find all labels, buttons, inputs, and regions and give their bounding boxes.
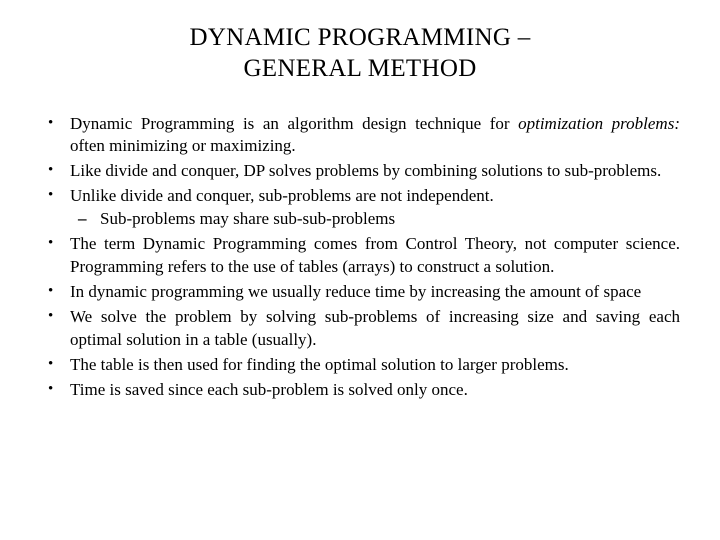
bullet-item: Dynamic Programming is an algorithm desi… — [40, 113, 680, 159]
bullet-list: Dynamic Programming is an algorithm desi… — [40, 113, 680, 402]
sub-bullet-list: Sub-problems may share sub-sub-problems — [70, 208, 680, 231]
bullet-text: The table is then used for finding the o… — [70, 355, 569, 374]
bullet-item: The term Dynamic Programming comes from … — [40, 233, 680, 279]
bullet-text: The term Dynamic Programming comes from … — [70, 234, 680, 276]
sub-bullet-text: Sub-problems may share sub-sub-problems — [100, 209, 395, 228]
bullet-item: Like divide and conquer, DP solves probl… — [40, 160, 680, 183]
bullet-text: Time is saved since each sub-problem is … — [70, 380, 468, 399]
title-line-1: DYNAMIC PROGRAMMING – — [189, 24, 530, 51]
bullet-text-pre: Dynamic Programming is an algorithm desi… — [70, 114, 518, 133]
slide-title: DYNAMIC PROGRAMMING – GENERAL METHOD — [40, 22, 680, 85]
bullet-text-italic: optimization problems: — [518, 114, 680, 133]
bullet-text: We solve the problem by solving sub-prob… — [70, 307, 680, 349]
bullet-text: Unlike divide and conquer, sub-problems … — [70, 186, 494, 205]
sub-bullet-item: Sub-problems may share sub-sub-problems — [70, 208, 680, 231]
bullet-item: In dynamic programming we usually reduce… — [40, 281, 680, 304]
bullet-text: In dynamic programming we usually reduce… — [70, 282, 641, 301]
slide-container: DYNAMIC PROGRAMMING – GENERAL METHOD Dyn… — [0, 0, 720, 424]
bullet-text: Like divide and conquer, DP solves probl… — [70, 161, 661, 180]
title-line-2: GENERAL METHOD — [243, 55, 476, 82]
bullet-item: Time is saved since each sub-problem is … — [40, 379, 680, 402]
bullet-text-post: often minimizing or maximizing. — [70, 136, 296, 155]
bullet-item: We solve the problem by solving sub-prob… — [40, 306, 680, 352]
bullet-item: The table is then used for finding the o… — [40, 354, 680, 377]
bullet-item: Unlike divide and conquer, sub-problems … — [40, 185, 680, 231]
